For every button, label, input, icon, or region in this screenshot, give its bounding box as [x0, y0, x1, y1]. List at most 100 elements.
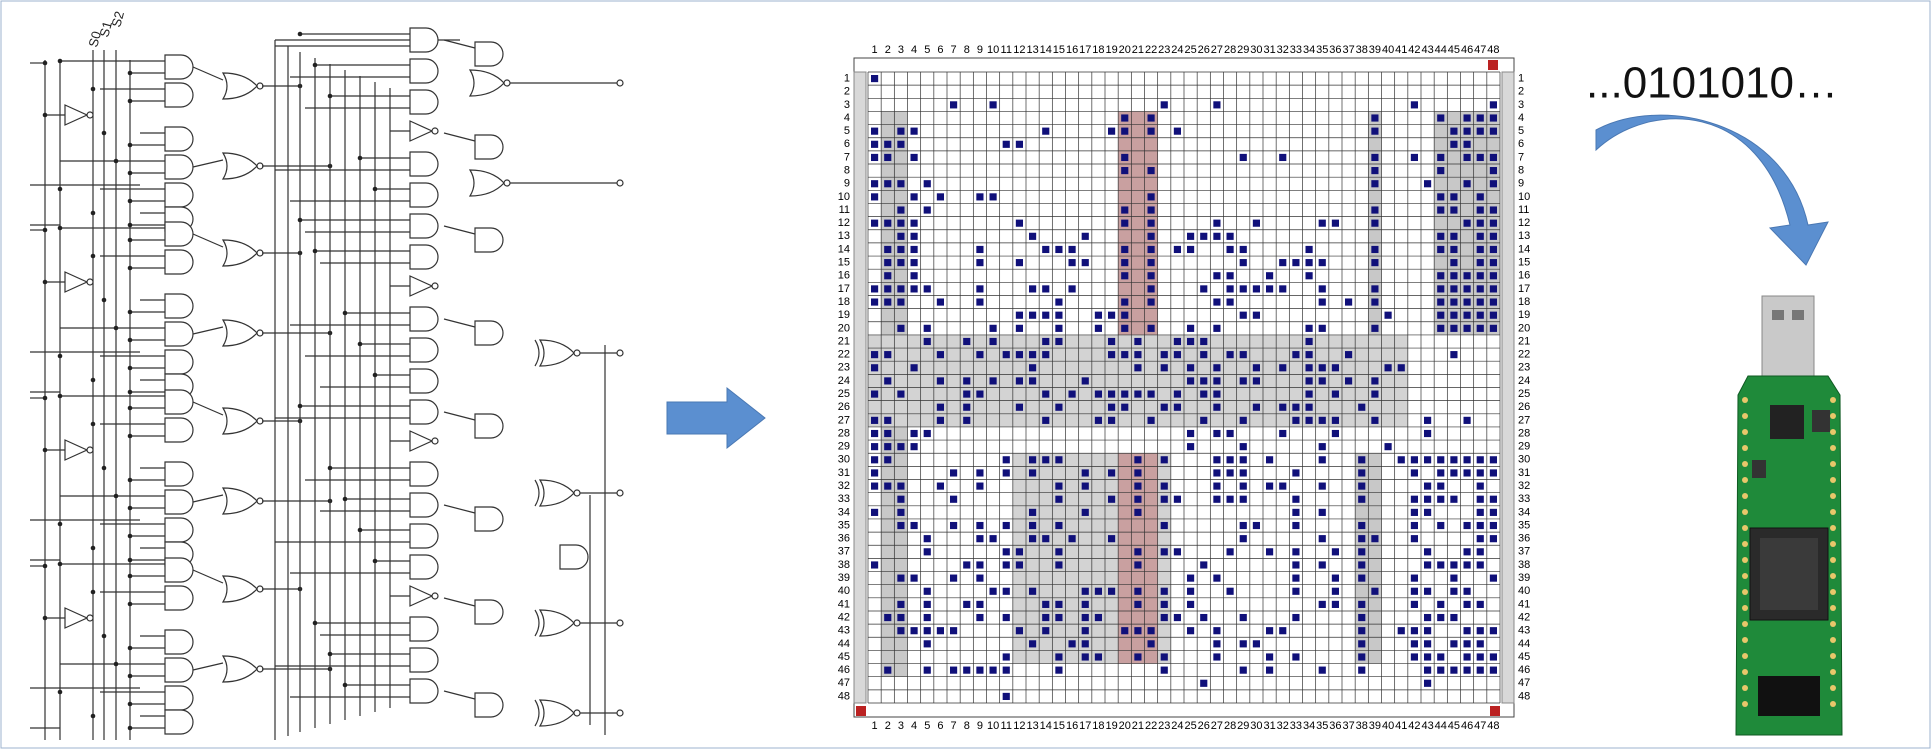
- logic-cell: [924, 627, 931, 634]
- logic-cell: [1490, 206, 1497, 213]
- and-gate: [410, 90, 438, 114]
- logic-cell: [1490, 496, 1497, 503]
- and-gate: [410, 648, 438, 672]
- logic-cell: [1319, 667, 1326, 674]
- logic-cell: [1411, 456, 1418, 463]
- logic-cell: [1121, 259, 1128, 266]
- logic-cell: [1121, 325, 1128, 332]
- logic-cell: [1490, 627, 1497, 634]
- column-label: 44: [1435, 44, 1447, 56]
- logic-cell: [1424, 180, 1431, 187]
- logic-cell: [1306, 417, 1313, 424]
- logic-cell: [924, 588, 931, 595]
- column-label: 26: [1198, 720, 1210, 732]
- row-label: 37: [1518, 546, 1530, 558]
- logic-cell: [1306, 351, 1313, 358]
- logic-cell: [1266, 548, 1273, 555]
- row-label: 12: [838, 217, 850, 229]
- logic-cell: [1134, 561, 1141, 568]
- logic-cell: [1174, 128, 1181, 135]
- logic-cell: [1200, 338, 1207, 345]
- logic-cell: [1464, 667, 1471, 674]
- row-label: 8: [844, 165, 850, 177]
- logic-cell: [911, 128, 918, 135]
- logic-cell: [1437, 233, 1444, 240]
- logic-cell: [1450, 312, 1457, 319]
- logic-cell: [1161, 548, 1168, 555]
- logic-cell: [1319, 509, 1326, 516]
- logic-cell: [1134, 338, 1141, 345]
- logic-cell: [1213, 496, 1220, 503]
- junction: [43, 113, 48, 118]
- logic-cell: [1371, 220, 1378, 227]
- row-label: 46: [1518, 664, 1530, 676]
- logic-cell: [1437, 469, 1444, 476]
- and-gate: [165, 390, 193, 414]
- column-label: 38: [1356, 720, 1368, 732]
- logic-cell: [1437, 456, 1444, 463]
- logic-cell: [1292, 351, 1299, 358]
- junction: [128, 171, 133, 176]
- column-label: 9: [977, 44, 983, 56]
- logic-cell: [897, 509, 904, 516]
- logic-cell: [884, 417, 891, 424]
- logic-cell: [1490, 325, 1497, 332]
- junction: [343, 311, 348, 316]
- bubble: [504, 180, 510, 186]
- column-label: 23: [1158, 720, 1170, 732]
- junction: [128, 266, 133, 271]
- logic-cell: [1371, 114, 1378, 121]
- logic-cell: [1174, 391, 1181, 398]
- logic-cell: [990, 338, 997, 345]
- row-label: 40: [1518, 585, 1530, 597]
- logic-cell: [1437, 483, 1444, 490]
- column-label: 14: [1040, 44, 1052, 56]
- logic-cell: [1464, 312, 1471, 319]
- row-label: 36: [838, 533, 850, 545]
- row-label: 9: [844, 178, 850, 190]
- logic-cell: [1213, 325, 1220, 332]
- pin: [1830, 429, 1836, 435]
- column-label: 40: [1382, 44, 1394, 56]
- logic-cell: [1187, 601, 1194, 608]
- row-label: 31: [838, 467, 850, 479]
- logic-cell: [1371, 377, 1378, 384]
- logic-cell: [1161, 101, 1168, 108]
- and-gate: [410, 555, 438, 579]
- logic-cell: [1055, 522, 1062, 529]
- pin: [1830, 685, 1836, 691]
- logic-cell: [1082, 509, 1089, 516]
- logic-cell: [1319, 364, 1326, 371]
- junction: [43, 564, 48, 569]
- logic-cell: [1174, 351, 1181, 358]
- logic-cell: [1490, 233, 1497, 240]
- pin: [1830, 541, 1836, 547]
- logic-cell: [924, 535, 931, 542]
- logic-cell: [1161, 653, 1168, 660]
- logic-cell: [1464, 417, 1471, 424]
- logic-cell: [1042, 601, 1049, 608]
- row-label: 13: [838, 230, 850, 242]
- row-label: 29: [1518, 441, 1530, 453]
- logic-cell: [1411, 601, 1418, 608]
- logic-cell: [1108, 469, 1115, 476]
- logic-cell: [1437, 653, 1444, 660]
- logic-cell: [911, 285, 918, 292]
- logic-cell: [1450, 640, 1457, 647]
- logic-cell: [1424, 456, 1431, 463]
- column-label: 30: [1250, 44, 1262, 56]
- junction: [298, 32, 303, 37]
- logic-cell: [884, 154, 891, 161]
- logic-cell: [1029, 535, 1036, 542]
- junction: [114, 494, 119, 499]
- column-label: 20: [1119, 720, 1131, 732]
- logic-cell: [1240, 496, 1247, 503]
- logic-cell: [976, 535, 983, 542]
- logic-cell: [1437, 298, 1444, 305]
- logic-cell: [1240, 246, 1247, 253]
- logic-cell: [897, 206, 904, 213]
- logic-cell: [1332, 417, 1339, 424]
- logic-cell: [963, 377, 970, 384]
- column-label: 29: [1237, 720, 1249, 732]
- row-label: 32: [1518, 480, 1530, 492]
